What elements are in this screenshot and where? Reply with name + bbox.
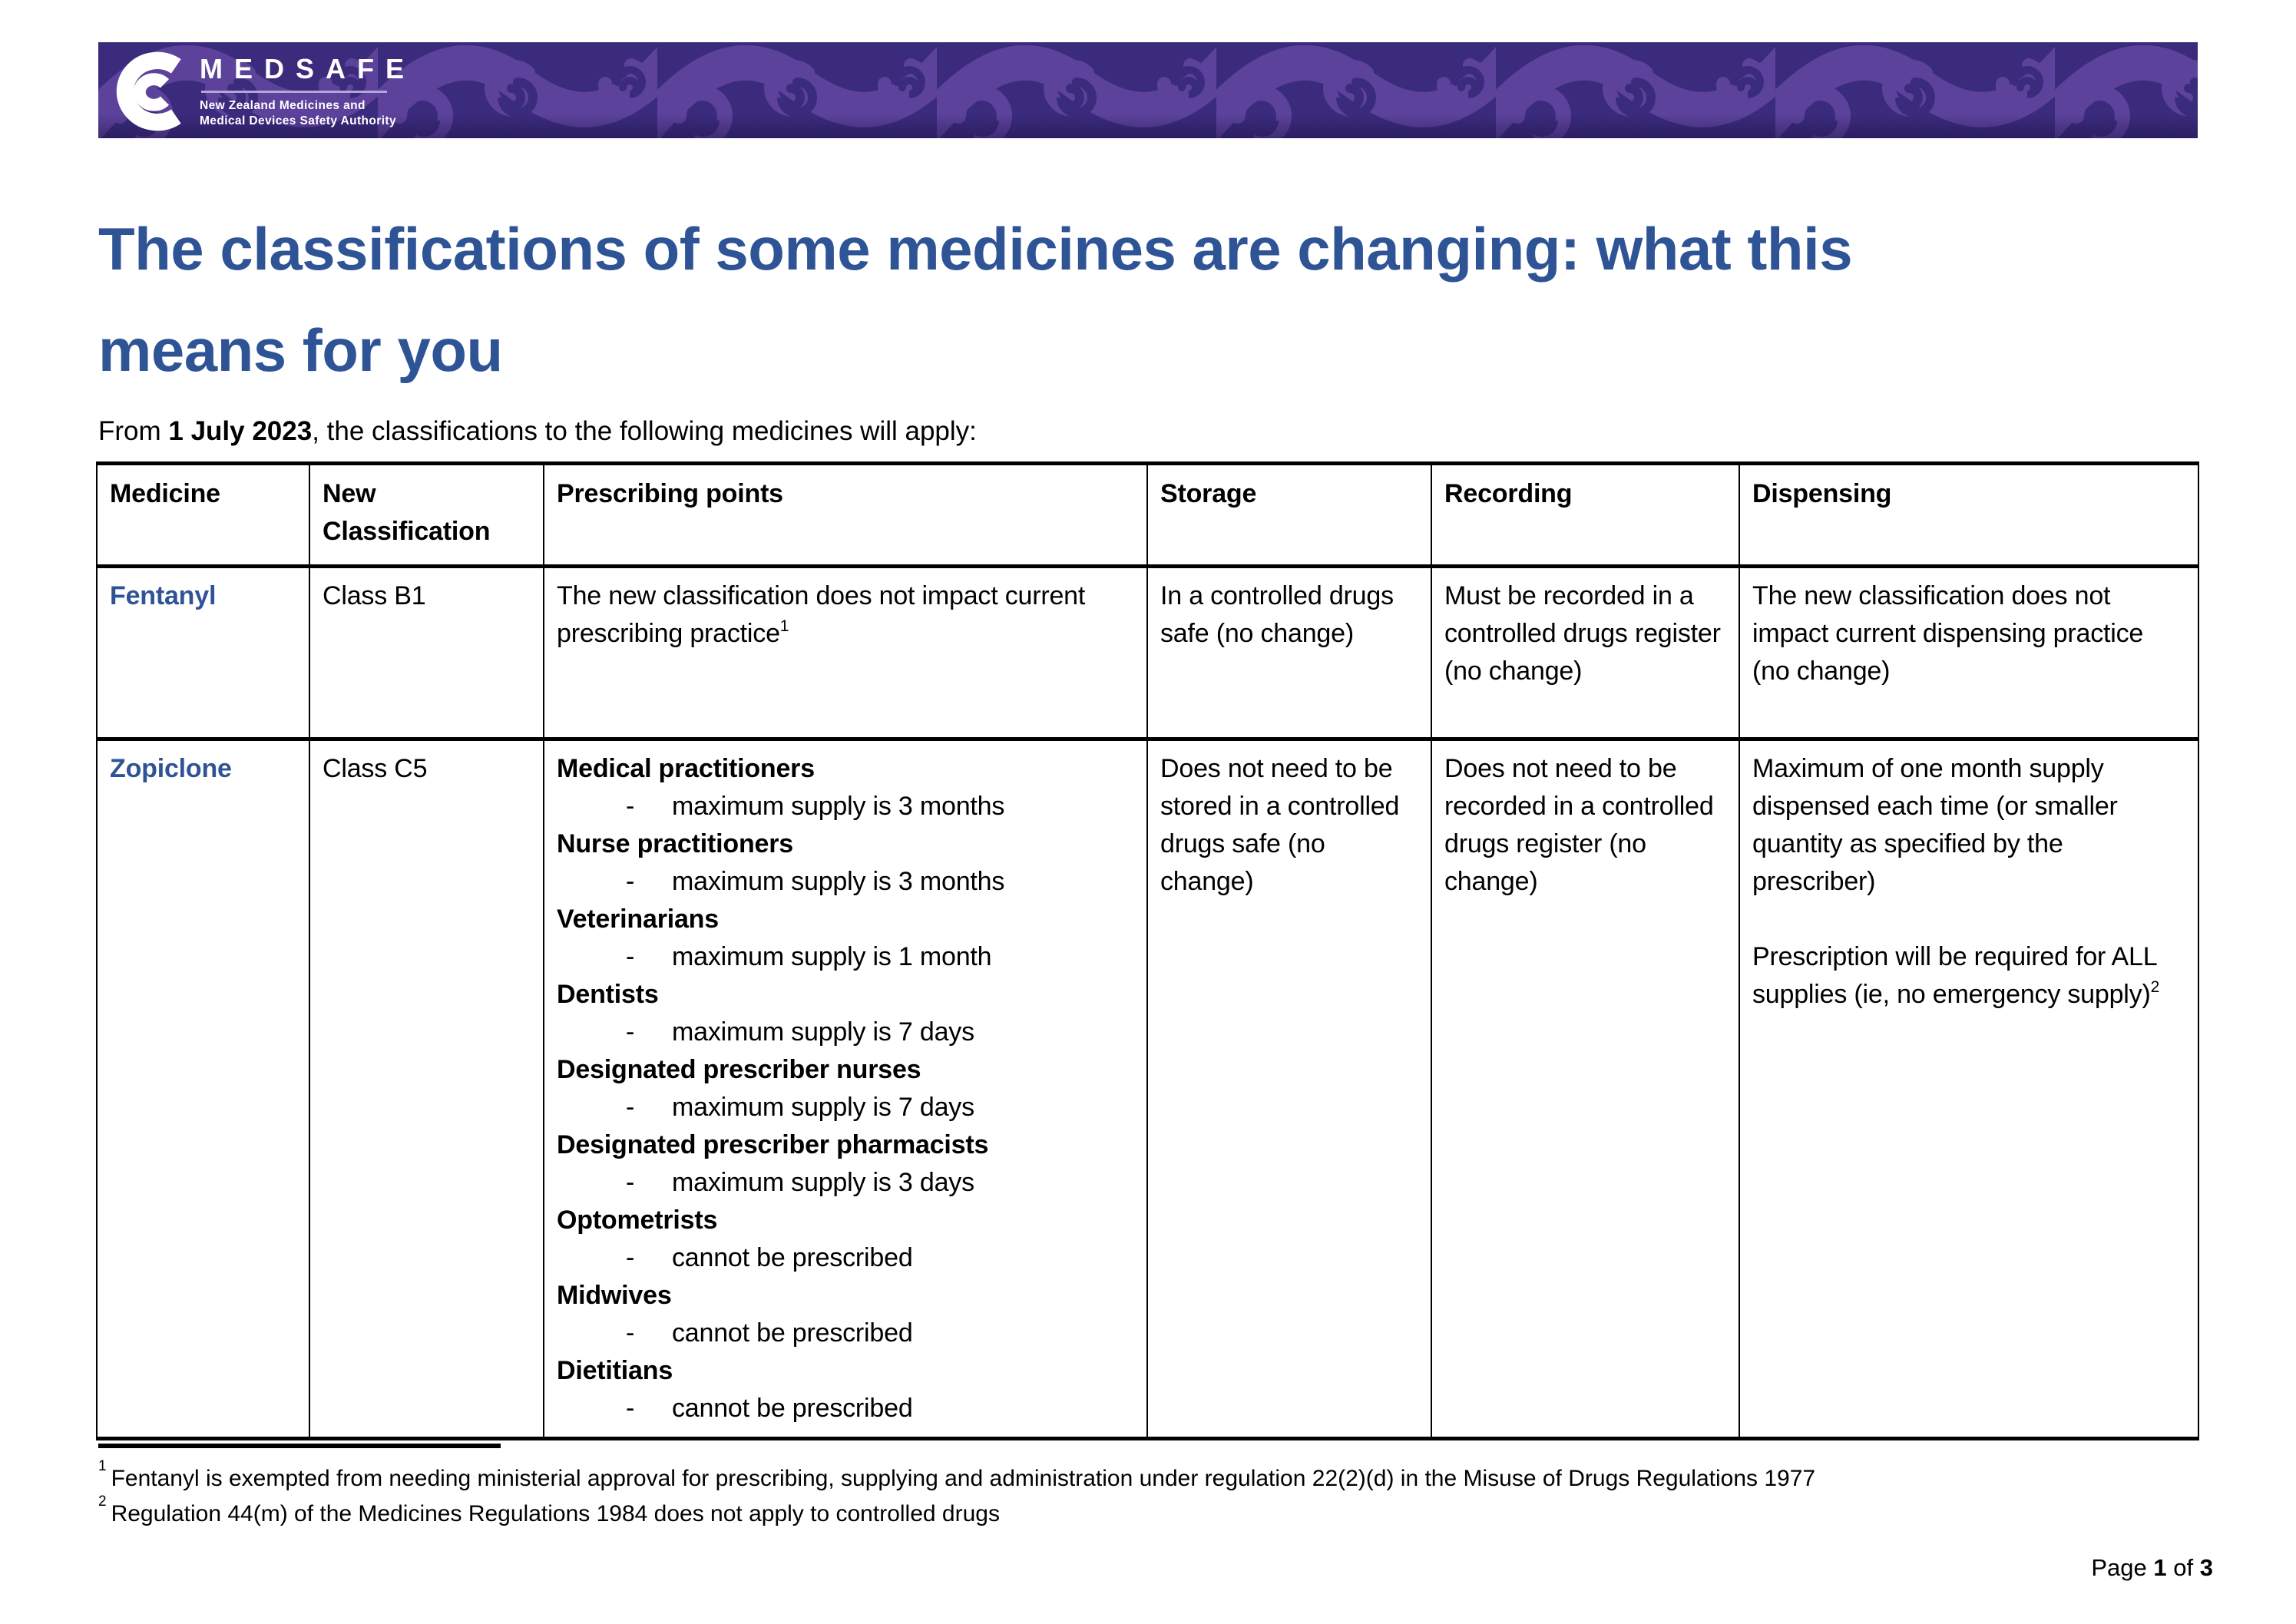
dash-bullet: -: [626, 1017, 635, 1047]
prescriber-detail-text: cannot be prescribed: [672, 1394, 913, 1423]
table-row-fentanyl: Fentanyl Class B1 The new classification…: [96, 564, 2199, 741]
prescriber-detail-text: maximum supply is 7 days: [672, 1093, 974, 1122]
page-number-label: Page: [2091, 1554, 2147, 1581]
prescriber-detail-text: maximum supply is 1 month: [672, 942, 992, 971]
cell-fentanyl-storage: In a controlled drugs safe (no change): [1146, 564, 1432, 741]
prescriber-detail: - maximum supply is 7 days: [557, 1089, 1134, 1126]
tagline-line-2: Medical Devices Safety Authority: [200, 114, 397, 127]
dispensing-paragraph-2-text: Prescription will be required for ALL su…: [1752, 942, 2157, 1009]
dash-bullet: -: [626, 942, 635, 971]
prescriber-role: Medical practitioners: [557, 754, 815, 783]
tagline-line-1: New Zealand Medicines and: [200, 99, 366, 112]
cell-fentanyl-classification: Class B1: [309, 564, 544, 741]
prescriber-detail-text: maximum supply is 7 days: [672, 1017, 974, 1047]
footnote-2: 2 Regulation 44(m) of the Medicines Regul…: [98, 1494, 2202, 1532]
dash-bullet: -: [626, 1318, 635, 1348]
fentanyl-prescribing-text: The new classification does not impact c…: [557, 581, 1086, 648]
prescriber-detail-text: maximum supply is 3 days: [672, 1168, 974, 1197]
prescriber-detail-text: cannot be prescribed: [672, 1243, 913, 1272]
table-row-zopiclone: Zopiclone Class C5 Medical practitioners…: [96, 737, 2199, 1440]
page-number: Page 1 of 3: [2091, 1554, 2213, 1582]
footnote-ref-1: 1: [779, 617, 789, 635]
cell-zopiclone-dispensing: Maximum of one month supply dispensed ea…: [1739, 737, 2199, 1440]
cell-fentanyl-medicine: Fentanyl: [96, 564, 310, 741]
paragraph-spacer: [1752, 901, 2185, 938]
cell-fentanyl-dispensing: The new classification does not impact c…: [1739, 564, 2199, 741]
prescriber-role: Nurse practitioners: [557, 829, 793, 858]
prescriber-role: Optometrists: [557, 1206, 718, 1235]
prescriber-detail-text: cannot be prescribed: [672, 1318, 913, 1348]
prescriber-detail: - maximum supply is 7 days: [557, 1014, 1134, 1051]
prescriber-detail-text: maximum supply is 3 months: [672, 867, 1005, 896]
footnote-2-text: Regulation 44(m) of the Medicines Regula…: [111, 1501, 1000, 1526]
table-header-row: Medicine New Classification Prescribing …: [96, 461, 2199, 568]
cell-zopiclone-classification: Class C5: [309, 737, 544, 1440]
koru-pattern-icon: [98, 42, 2198, 138]
page-number-current: 1: [2153, 1554, 2167, 1581]
page-number-of: of: [2173, 1554, 2194, 1581]
logo-divider: [201, 91, 387, 93]
footnote-1-ref: 1: [98, 1458, 107, 1474]
column-header-dispensing: Dispensing: [1739, 461, 2199, 568]
prescriber-detail: - cannot be prescribed: [557, 1239, 1134, 1277]
page-title: The classifications of some medicines ar…: [98, 198, 2241, 401]
page-number-total: 3: [2199, 1554, 2213, 1581]
prescriber-role: Designated prescriber nurses: [557, 1055, 921, 1084]
dash-bullet: -: [626, 1243, 635, 1272]
intro-prefix: From: [98, 416, 169, 446]
intro-suffix: , the classifications to the following m…: [312, 416, 977, 446]
page-title-line-2: means for you: [98, 316, 503, 384]
medsafe-logo: MEDSAFE New Zealand Medicines and Medica…: [104, 48, 415, 133]
cell-zopiclone-medicine: Zopiclone: [96, 737, 310, 1440]
footnote-ref-2: 2: [2150, 978, 2160, 996]
cell-zopiclone-storage: Does not need to be stored in a controll…: [1146, 737, 1432, 1440]
prescriber-detail: - maximum supply is 3 days: [557, 1164, 1134, 1202]
page-title-line-1: The classifications of some medicines ar…: [98, 215, 1853, 283]
dash-bullet: -: [626, 867, 635, 896]
prescriber-role: Dietitians: [557, 1356, 673, 1385]
column-header-recording: Recording: [1431, 461, 1740, 568]
prescriber-detail: - cannot be prescribed: [557, 1315, 1134, 1352]
medsafe-logo-text: MEDSAFE New Zealand Medicines and Medica…: [200, 48, 415, 133]
footnotes: 1 Fentanyl is exempted from needing minis…: [98, 1458, 2202, 1532]
cell-fentanyl-recording: Must be recorded in a controlled drugs r…: [1431, 564, 1740, 741]
column-header-prescribing-points: Prescribing points: [543, 461, 1148, 568]
dash-bullet: -: [626, 1394, 635, 1423]
footnote-separator: [98, 1444, 501, 1448]
cell-zopiclone-prescribing: Medical practitioners - maximum supply is…: [543, 737, 1148, 1440]
column-header-new-classification: New Classification: [309, 461, 544, 568]
brand-tagline: New Zealand Medicines and Medical Device…: [200, 98, 415, 129]
prescriber-role: Dentists: [557, 980, 659, 1009]
cell-fentanyl-prescribing: The new classification does not impact c…: [543, 564, 1148, 741]
dash-bullet: -: [626, 792, 635, 821]
prescriber-role: Midwives: [557, 1281, 672, 1310]
intro-paragraph: From 1 July 2023, the classifications to…: [98, 415, 977, 448]
medsafe-banner: MEDSAFE New Zealand Medicines and Medica…: [98, 42, 2198, 138]
column-header-medicine: Medicine: [96, 461, 310, 568]
dispensing-paragraph-2: Prescription will be required for ALL su…: [1752, 938, 2185, 1014]
intro-date: 1 July 2023: [168, 416, 313, 446]
footnote-2-ref: 2: [98, 1493, 107, 1510]
dispensing-paragraph-1: Maximum of one month supply dispensed ea…: [1752, 754, 2118, 896]
brand-name: MEDSAFE: [200, 53, 416, 84]
cell-zopiclone-recording: Does not need to be recorded in a contro…: [1431, 737, 1740, 1440]
prescriber-detail: - maximum supply is 3 months: [557, 788, 1134, 825]
dash-bullet: -: [626, 1168, 635, 1197]
footnote-1-text: Fentanyl is exempted from needing minist…: [111, 1466, 1816, 1491]
prescriber-detail: - maximum supply is 1 month: [557, 938, 1134, 976]
footnote-1: 1 Fentanyl is exempted from needing minis…: [98, 1458, 2202, 1497]
classification-table: Medicine New Classification Prescribing …: [96, 461, 2199, 1440]
prescriber-detail-text: maximum supply is 3 months: [672, 792, 1005, 821]
prescriber-detail: - maximum supply is 3 months: [557, 863, 1134, 901]
dash-bullet: -: [626, 1093, 635, 1122]
medsafe-logo-icon: [116, 51, 181, 131]
column-header-storage: Storage: [1146, 461, 1432, 568]
prescriber-role: Designated prescriber pharmacists: [557, 1130, 989, 1159]
prescriber-detail: - cannot be prescribed: [557, 1390, 1134, 1427]
prescriber-role: Veterinarians: [557, 905, 719, 934]
